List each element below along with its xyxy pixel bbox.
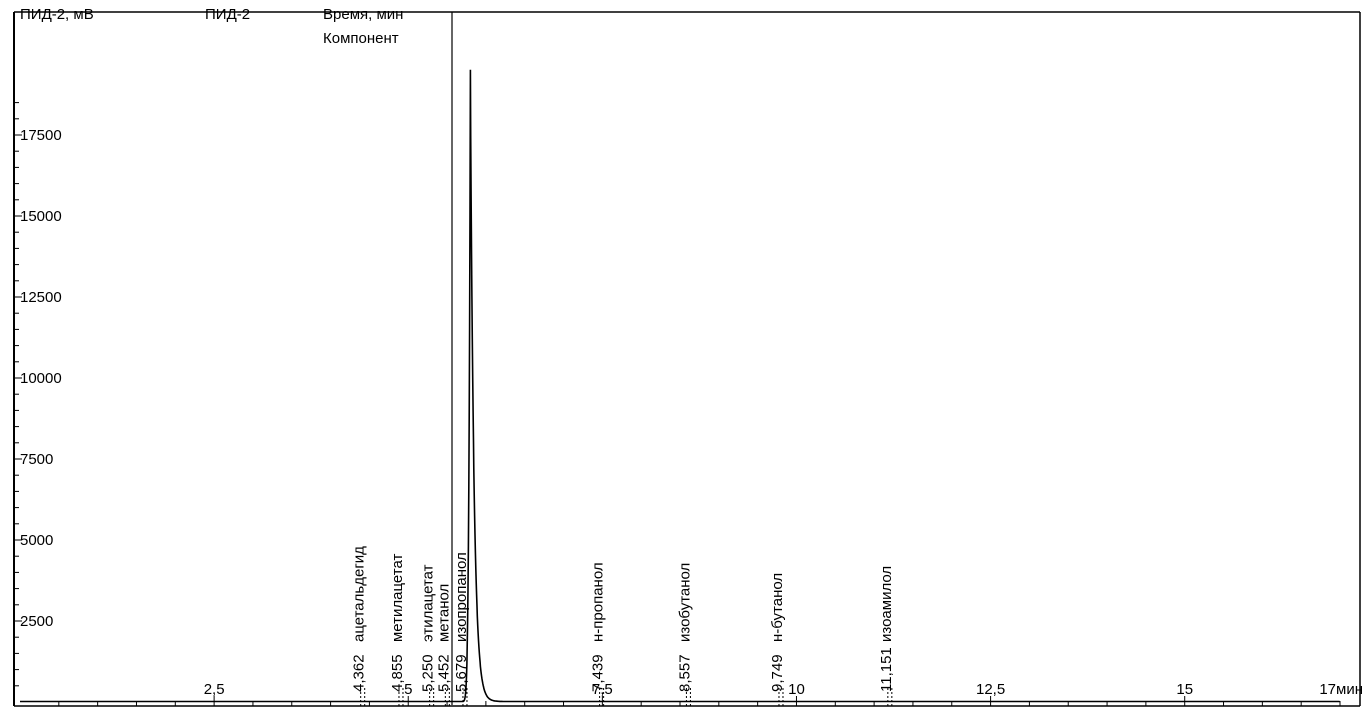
peak-label: 8,557 изобутанол <box>676 563 693 692</box>
peak-label: 4,855 метилацетат <box>389 554 406 692</box>
peak-time-label: 9,749 <box>769 654 786 692</box>
plot-frame <box>13 11 1361 707</box>
peak-time-label: 5,250 <box>420 654 437 692</box>
peak-annotations: 4,362 ацетальдегид 4,855 метилацетат 5,250 эт… <box>351 546 895 706</box>
channel-label: ПИД-2 <box>205 6 250 23</box>
peak-component-label: н-пропанол <box>590 562 607 642</box>
peak-component-label: этилацетат <box>420 564 437 642</box>
peak-time-label: 7,439 <box>590 654 607 692</box>
component-column-label: Компонент <box>323 30 399 47</box>
peak-component-label: метанол <box>435 584 452 642</box>
peak-component-label: ацетальдегид <box>351 546 368 642</box>
x-tick-label: 7,5 <box>592 681 613 698</box>
x-tick-label: 2,5 <box>204 681 225 698</box>
peak-label: 5,452 метанол <box>435 584 452 692</box>
peak-component-label: н-бутанол <box>769 573 786 642</box>
y-tick-label: 2500 <box>20 613 53 630</box>
x-tick-label: 10 <box>788 681 805 698</box>
peak-component-label: изопропанол <box>453 552 470 642</box>
peak-time-label: 11,151 <box>878 647 895 692</box>
y-axis-title: ПИД-2, мВ <box>20 6 94 23</box>
peak-label: 7,439 н-пропанол <box>590 562 607 692</box>
y-tick-label: 12500 <box>20 289 62 306</box>
x-axis: 2,5 5 7,5 10 12,5 15 17мин <box>58 681 1363 706</box>
x-tick-label: 17мин <box>1319 681 1363 698</box>
chart-header: ПИД-2, мВ ПИД-2 Время, мин Компонент <box>20 6 403 47</box>
peak-component-label: изоамилол <box>878 566 895 642</box>
peak-time-label: 5,452 <box>435 654 452 692</box>
peak-label: 9,749 н-бутанол <box>769 573 786 692</box>
x-tick-label: 15 <box>1176 681 1193 698</box>
x-tick-label: 5 <box>404 681 412 698</box>
y-axis: 2500 5000 7500 10000 12500 15000 17500 <box>14 102 62 687</box>
y-tick-label: 10000 <box>20 370 62 387</box>
peak-time-label: 4,855 <box>389 654 406 692</box>
signal-trace <box>20 69 1340 703</box>
peak-component-label: изобутанол <box>676 563 693 642</box>
x-tick-label: 12,5 <box>976 681 1005 698</box>
peak-label: 4,362 ацетальдегид <box>351 546 368 692</box>
y-tick-label: 7500 <box>20 451 53 468</box>
peak-time-label: 4,362 <box>351 654 368 692</box>
peak-time-label: 8,557 <box>676 654 693 692</box>
peak-label: 5,250 этилацетат <box>420 564 437 692</box>
peak-label: 11,151 изоамилол <box>878 566 895 692</box>
y-tick-label: 17500 <box>20 127 62 144</box>
y-tick-label: 15000 <box>20 208 62 225</box>
chromatogram-line <box>20 69 1340 703</box>
time-column-label: Время, мин <box>323 6 403 23</box>
peak-component-label: метилацетат <box>389 554 406 642</box>
y-tick-label: 5000 <box>20 532 53 549</box>
